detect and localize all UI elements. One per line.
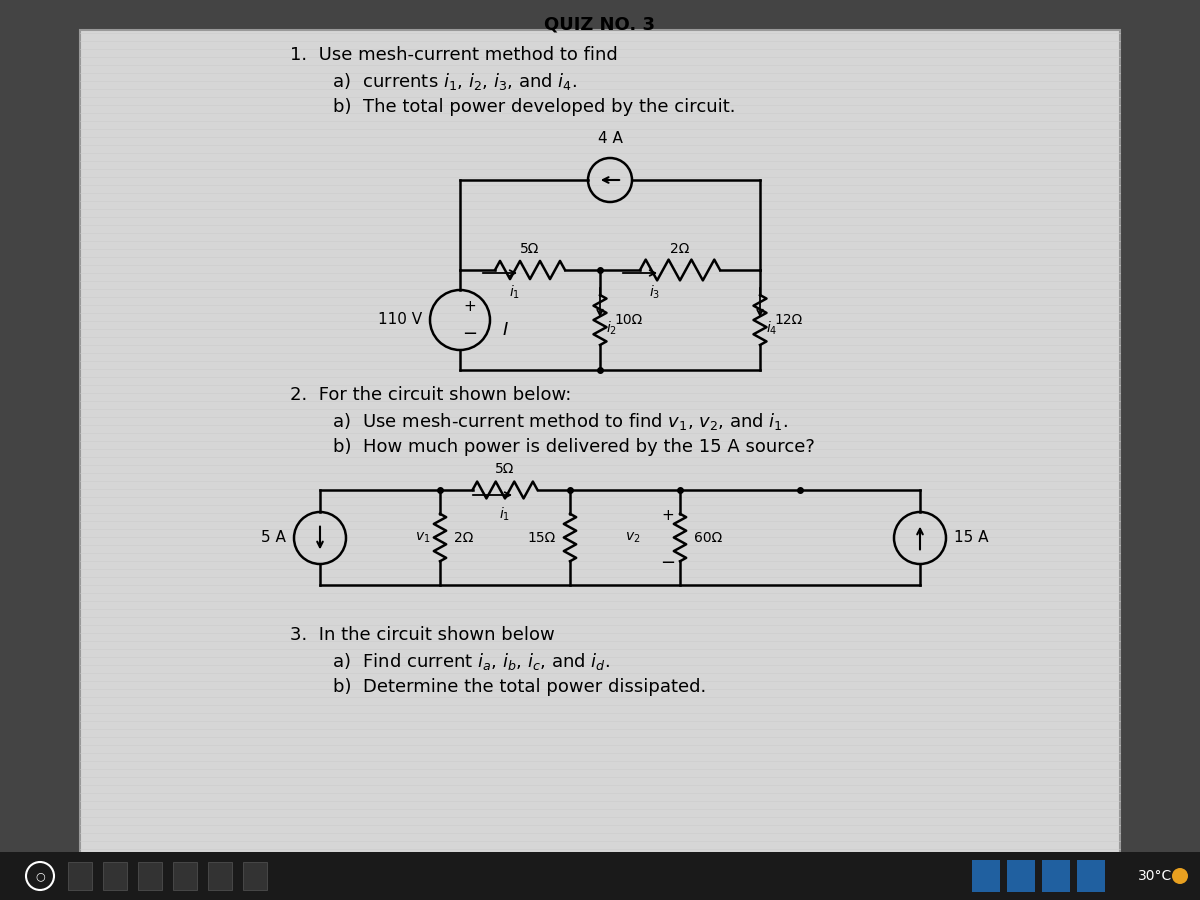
Text: b)  The total power developed by the circuit.: b) The total power developed by the circ… <box>310 98 736 116</box>
Bar <box>1042 860 1070 892</box>
Circle shape <box>1172 868 1188 884</box>
Text: −: − <box>660 554 676 572</box>
Text: $i_4$: $i_4$ <box>766 320 778 338</box>
Text: b)  How much power is delivered by the 15 A source?: b) How much power is delivered by the 15… <box>310 438 815 456</box>
Bar <box>972 860 1000 892</box>
Text: 5Ω: 5Ω <box>496 462 515 476</box>
Bar <box>208 862 232 890</box>
Text: 60Ω: 60Ω <box>694 530 722 544</box>
Text: I: I <box>503 321 508 339</box>
Text: a)  Use mesh-current method to find $v_1$, $v_2$, and $i_1$.: a) Use mesh-current method to find $v_1$… <box>310 411 788 433</box>
Text: 4 A: 4 A <box>598 131 623 146</box>
Text: 2.  For the circuit shown below:: 2. For the circuit shown below: <box>290 386 571 404</box>
Text: b)  Determine the total power dissipated.: b) Determine the total power dissipated. <box>310 678 707 696</box>
Text: $i_2$: $i_2$ <box>606 320 617 338</box>
Bar <box>80 30 1120 870</box>
Text: a)  currents $i_1$, $i_2$, $i_3$, and $i_4$.: a) currents $i_1$, $i_2$, $i_3$, and $i_… <box>310 71 577 93</box>
Text: a)  Find current $i_a$, $i_b$, $i_c$, and $i_d$.: a) Find current $i_a$, $i_b$, $i_c$, and… <box>310 652 610 672</box>
Bar <box>1078 860 1105 892</box>
Text: $i_1$: $i_1$ <box>510 284 521 302</box>
Text: 3.  In the circuit shown below: 3. In the circuit shown below <box>290 626 554 644</box>
Text: $i_1$: $i_1$ <box>499 506 510 524</box>
Text: 15Ω: 15Ω <box>528 530 556 544</box>
Text: 12Ω: 12Ω <box>774 313 803 327</box>
Text: QUIZ NO. 3: QUIZ NO. 3 <box>545 16 655 34</box>
Text: 10Ω: 10Ω <box>614 313 642 327</box>
Text: 2Ω: 2Ω <box>454 530 473 544</box>
Text: 1.  Use mesh-current method to find: 1. Use mesh-current method to find <box>290 46 618 64</box>
Text: $i_3$: $i_3$ <box>649 284 661 302</box>
Text: 30°C: 30°C <box>1138 869 1172 883</box>
Bar <box>173 862 197 890</box>
Bar <box>1007 860 1034 892</box>
Text: 5Ω: 5Ω <box>521 242 540 256</box>
Bar <box>0 852 1200 900</box>
Text: $v_1$: $v_1$ <box>414 531 430 545</box>
Text: 110 V: 110 V <box>378 312 422 328</box>
Text: +: + <box>463 299 476 314</box>
Text: $v_2$: $v_2$ <box>624 531 640 545</box>
Text: +: + <box>661 508 674 523</box>
Text: 15 A: 15 A <box>954 530 989 545</box>
Text: 2Ω: 2Ω <box>671 242 690 256</box>
Bar <box>103 862 127 890</box>
Bar <box>68 862 92 890</box>
Text: 5 A: 5 A <box>262 530 286 545</box>
Bar <box>138 862 162 890</box>
Bar <box>242 862 266 890</box>
Text: ○: ○ <box>35 871 44 881</box>
Text: −: − <box>462 325 478 343</box>
